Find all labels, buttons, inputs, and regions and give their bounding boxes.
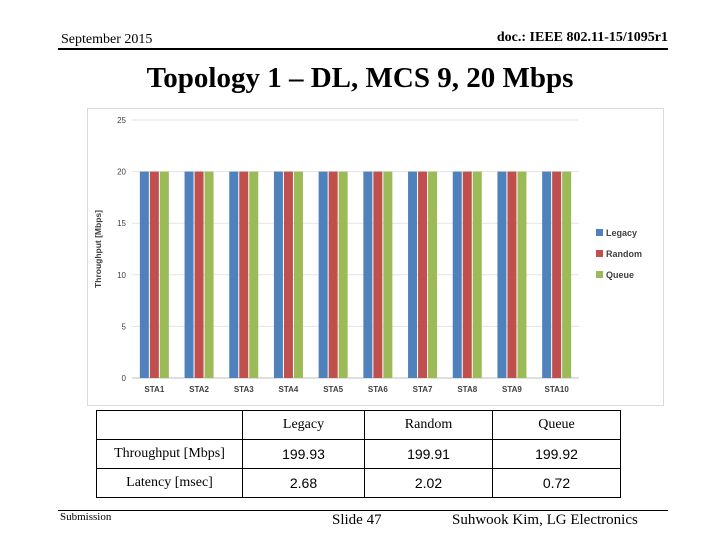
y-axis-label: Throughput [Mbps] bbox=[93, 210, 103, 288]
table-header-cell: Queue bbox=[492, 410, 621, 440]
bar bbox=[552, 171, 562, 378]
y-tick-label: 15 bbox=[117, 219, 126, 228]
bar bbox=[318, 171, 328, 378]
bar bbox=[462, 171, 472, 378]
legend-swatch bbox=[596, 250, 603, 257]
bar bbox=[328, 171, 338, 378]
results-table: Legacy Random Queue Throughput [Mbps] 19… bbox=[96, 410, 621, 498]
legend-swatch bbox=[596, 229, 603, 236]
footer-slide-number: Slide 47 bbox=[332, 512, 382, 528]
bar bbox=[149, 171, 159, 378]
header-doc-id: doc.: IEEE 802.11-15/1095r1 bbox=[496, 30, 668, 45]
bar bbox=[562, 171, 572, 378]
x-tick-label: STA4 bbox=[279, 385, 299, 394]
table-header-cell bbox=[96, 410, 243, 440]
bar bbox=[159, 171, 169, 378]
bar bbox=[293, 171, 303, 378]
table-cell: 199.91 bbox=[364, 439, 493, 469]
slide-title: Topology 1 – DL, MCS 9, 20 Mbps bbox=[146, 62, 574, 94]
bar bbox=[428, 171, 438, 378]
bar bbox=[373, 171, 383, 378]
bar bbox=[383, 171, 393, 378]
bar bbox=[194, 171, 204, 378]
header-rule bbox=[58, 48, 668, 50]
bar bbox=[139, 171, 149, 378]
bar bbox=[408, 171, 418, 378]
bar bbox=[229, 171, 239, 378]
legend-label: Legacy bbox=[606, 228, 637, 238]
x-tick-label: STA10 bbox=[544, 385, 569, 394]
bar bbox=[517, 171, 527, 378]
table-cell: 199.92 bbox=[492, 439, 621, 469]
bar bbox=[338, 171, 348, 378]
table-row: Throughput [Mbps] 199.93 199.91 199.92 bbox=[96, 439, 621, 469]
table-cell: 2.68 bbox=[242, 468, 365, 498]
header-date: September 2015 bbox=[61, 32, 153, 47]
y-tick-label: 20 bbox=[117, 168, 126, 177]
chart-frame: 0 5 10 15 20 25 Throughput [Mbps] STA1 STA2 STA3 S… bbox=[87, 108, 664, 406]
x-tick-label: STA9 bbox=[502, 385, 522, 394]
legend-label: Random bbox=[606, 249, 642, 259]
x-tick-label: STA5 bbox=[323, 385, 343, 394]
y-tick-label: 5 bbox=[122, 322, 127, 331]
x-tick-label: STA2 bbox=[189, 385, 209, 394]
legend-swatch bbox=[596, 271, 603, 278]
x-tick-label: STA6 bbox=[368, 385, 388, 394]
legend-label: Queue bbox=[606, 270, 634, 280]
y-tick-label: 0 bbox=[122, 374, 127, 383]
x-tick-label: STA1 bbox=[144, 385, 164, 394]
y-tick-label: 25 bbox=[117, 116, 126, 125]
table-header-cell: Legacy bbox=[242, 410, 365, 440]
bar bbox=[273, 171, 283, 378]
bar-chart: 0 5 10 15 20 25 Throughput [Mbps] STA1 STA2 STA3 S… bbox=[93, 116, 642, 394]
bar bbox=[363, 171, 373, 378]
table-row: Latency [msec] 2.68 2.02 0.72 bbox=[96, 468, 621, 498]
bar bbox=[184, 171, 194, 378]
bar bbox=[239, 171, 249, 378]
table-cell: 0.72 bbox=[492, 468, 621, 498]
bar bbox=[283, 171, 293, 378]
table-cell: 2.02 bbox=[364, 468, 493, 498]
footer-author: Suhwook Kim, LG Electronics bbox=[452, 512, 638, 528]
footer-submission: Submission bbox=[60, 511, 112, 523]
footer-rule bbox=[58, 510, 668, 511]
x-tick-label: STA3 bbox=[234, 385, 254, 394]
bar bbox=[472, 171, 482, 378]
bar bbox=[542, 171, 552, 378]
x-tick-label: STA8 bbox=[457, 385, 477, 394]
table-header-row: Legacy Random Queue bbox=[96, 410, 621, 440]
bar bbox=[507, 171, 517, 378]
bar bbox=[418, 171, 428, 378]
y-tick-label: 10 bbox=[117, 271, 126, 280]
bar bbox=[249, 171, 259, 378]
table-row-label: Throughput [Mbps] bbox=[96, 439, 243, 469]
bar bbox=[204, 171, 214, 378]
table-cell: 199.93 bbox=[242, 439, 365, 469]
bar bbox=[497, 171, 507, 378]
table-row-label: Latency [msec] bbox=[96, 468, 243, 498]
x-tick-label: STA7 bbox=[413, 385, 433, 394]
bar bbox=[452, 171, 462, 378]
table-header-cell: Random bbox=[364, 410, 493, 440]
